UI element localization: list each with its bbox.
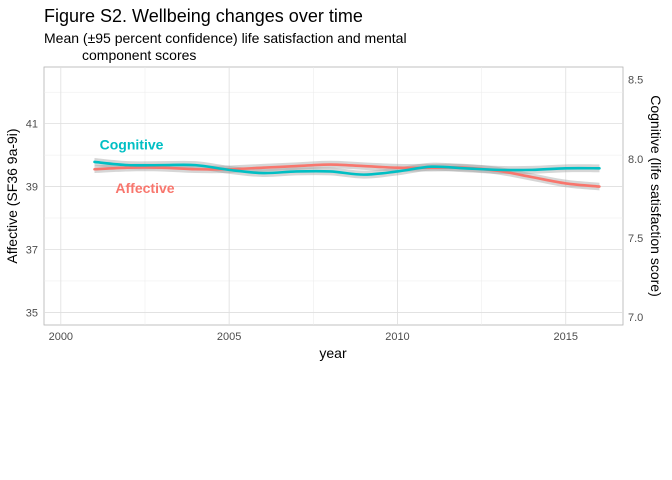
chart-subtitle-line-2: component scores [82, 47, 196, 63]
x-axis-title: year [319, 345, 347, 361]
plot-panel [43, 66, 624, 326]
x-tick-label: 2015 [554, 331, 578, 343]
x-tick-label: 2005 [217, 331, 241, 343]
series-lines [93, 160, 601, 188]
chart-title: Figure S2. Wellbeing changes over time [44, 6, 363, 26]
series-labels: Affective Cognitive [100, 137, 175, 197]
y-right-tick-label: 7.0 [628, 312, 643, 324]
cognitive-series-line [93, 160, 601, 176]
y-left-tick-label: 39 [26, 182, 38, 194]
x-tick-label: 2010 [385, 331, 409, 343]
tick-labels: 2000 2005 2010 2015 35 37 39 41 7.0 7.5 8.0 8.5 [26, 75, 644, 343]
y-axis-left-title: Affective (SF36 9a-9i) [4, 128, 20, 263]
affective-series-line [93, 163, 601, 188]
cognitive-series-label: Cognitive [100, 137, 164, 153]
chart-subtitle-line-1: Mean (±95 percent confidence) life satis… [44, 30, 407, 46]
affective-series-label: Affective [115, 180, 174, 196]
y-right-tick-label: 8.0 [628, 154, 643, 166]
y-right-tick-label: 8.5 [628, 75, 643, 87]
y-axis-right-title: Cognitive (life satisfaction score) [648, 95, 664, 297]
y-left-tick-label: 41 [26, 119, 38, 131]
y-left-tick-label: 35 [26, 307, 38, 319]
grid [44, 67, 623, 325]
x-tick-label: 2000 [49, 331, 73, 343]
y-right-tick-label: 7.5 [628, 233, 643, 245]
y-left-tick-label: 37 [26, 244, 38, 256]
